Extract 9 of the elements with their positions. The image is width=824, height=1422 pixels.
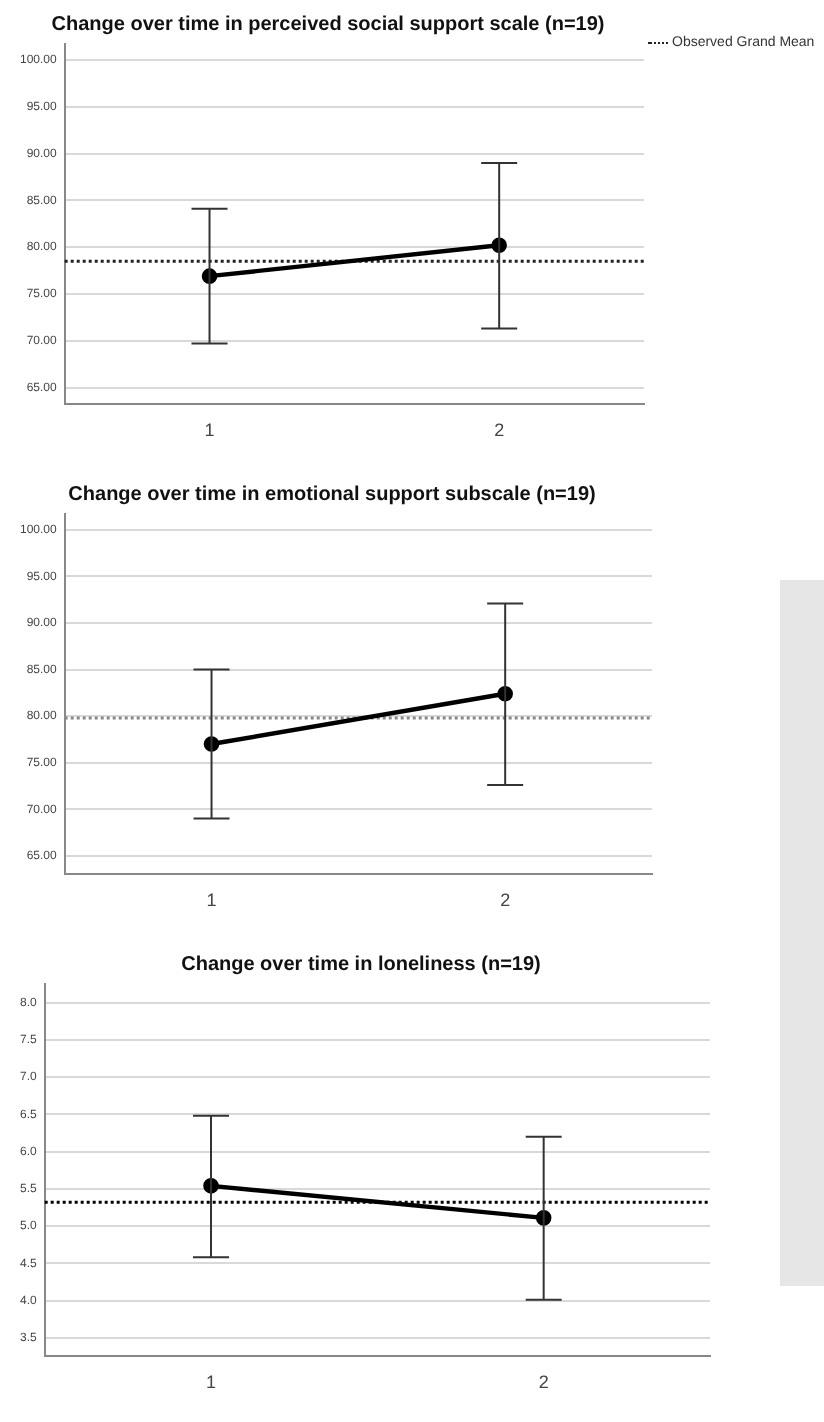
x-tick-label: 1: [206, 1372, 217, 1393]
x-tick-label: 2: [500, 890, 511, 911]
chart-title: Change over time in loneliness (n=19): [181, 953, 541, 976]
x-tick-label: 2: [538, 1372, 549, 1393]
chart-title: Change over time in perceived social support scale (n=19): [51, 13, 605, 36]
x-tick-label: 1: [204, 420, 215, 441]
chart-title: Change over time in emotional support subscale (n=19): [68, 483, 596, 506]
x-tick-label: 2: [494, 420, 505, 441]
x-tick-label: 1: [206, 890, 217, 911]
